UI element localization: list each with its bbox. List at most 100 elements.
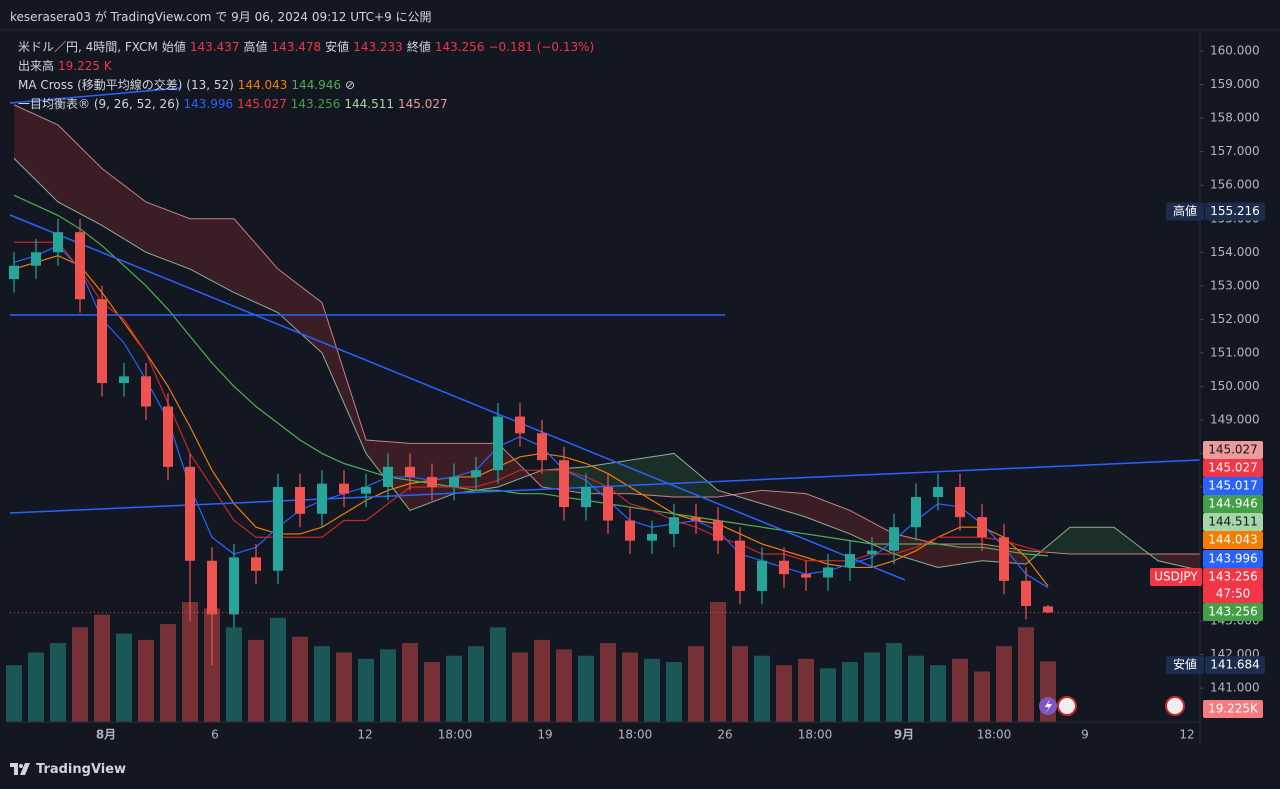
legend-row: 米ドル／円, 4時間, FXCM 始値 143.437 高値 143.478 安値 143.… [18,38,598,57]
label: 安値 [325,40,350,54]
candle-body [31,252,41,266]
volume-bar [930,665,946,722]
candle-body [603,486,613,521]
overlay [9,218,1200,666]
indicator-line [13,194,1049,557]
volume-bar [160,624,176,722]
value: 145.027 [237,97,287,111]
x-tick-label: 18:00 [977,728,1012,742]
flag-icon[interactable] [1057,696,1077,716]
price-badge: 143.256 [1208,570,1258,584]
value: 143.437 [189,40,240,54]
value: 145.027 [398,97,448,111]
value: 143.478 [271,40,322,54]
label: MA Cross (移動平均線の交差) (13, 52) [18,78,234,92]
price-badge: 145.017 [1208,479,1258,493]
candle-body [625,520,635,541]
volume-bar [908,655,924,722]
volume-bar [996,646,1012,722]
volume-bar [710,602,726,722]
logo [10,762,30,775]
candle-body [361,486,371,494]
label: 一目均衡表® (9, 26, 52, 26) [18,97,180,111]
candle-body [823,567,833,578]
value: 144.043 [237,78,288,92]
x-tick-label: 6 [211,728,219,742]
volume-badge: 19.225K [1208,702,1259,716]
y-tick-label: 157.000 [1210,144,1260,158]
countdown-badge: 47:50 [1216,587,1251,601]
trend-line [9,459,1201,514]
price-badge-bg [1203,513,1263,531]
volume-bar [842,662,858,722]
price-badge: 144.511 [1208,515,1258,529]
candle-body [801,574,811,578]
volume-bar [314,646,330,722]
volume-bar [754,655,770,722]
volume-bar [292,636,308,722]
candle-body [119,376,129,384]
x-tick-label: 9 [1081,728,1089,742]
flag-icon[interactable] [1165,696,1185,716]
price-badge: 143.996 [1208,552,1258,566]
candle-body [75,232,85,300]
volume-bar [534,639,550,722]
high-value: 155.216 [1210,204,1260,218]
low-value-bg [1205,656,1265,675]
candle-body [1043,606,1053,613]
volume-bar [600,643,616,722]
volume-bar [952,658,968,722]
volume-bar [512,652,528,722]
y-tick-label: 154.000 [1210,245,1260,259]
price-badge-bg [1203,531,1263,549]
price-badge-bg [1203,603,1263,621]
label: 出来高 [18,59,55,73]
volume-bar [1018,627,1034,722]
candle-body [141,376,151,407]
volume-bar [6,665,22,722]
cloud-segment [806,493,850,534]
x-tick-label: 18:00 [618,728,653,742]
value: 143.233 [353,40,403,54]
price-badge: 145.027 [1208,461,1258,475]
y-tick-label: 150.000 [1210,379,1260,393]
candle-body [933,486,943,498]
candle-body [471,470,481,477]
lightning-icon [1045,699,1052,713]
volume-bar [622,652,638,722]
icon[interactable]: ⊘ [345,78,356,92]
candle-body [647,533,657,541]
candle-body [581,486,591,508]
symbol: 米ドル／円, 4時間, FXCM [18,40,158,54]
y-tick-label: 152.000 [1210,312,1260,326]
volume-bar [886,643,902,722]
x-tick-label: 18:00 [798,728,833,742]
candle-body [449,476,459,487]
candle-body [955,486,965,518]
plot [6,104,1203,722]
x-tick-label: 8月 [96,728,116,742]
volume-bar [864,652,880,722]
volume-bar [424,662,440,722]
y-tick-label: 151.000 [1210,345,1260,359]
volume-bar [226,627,242,722]
volume-bar [578,655,594,722]
value: 143.256 [290,97,341,111]
price-badge-bg [1203,495,1263,513]
low-label-bg [1166,656,1204,675]
volume-bar [666,662,682,722]
low-value: 141.684 [1210,658,1260,672]
brand: TradingView [36,762,127,777]
candle-body [669,517,679,534]
cloud-segment [938,543,982,568]
candle-body [537,433,547,461]
price-badge-bg [1203,550,1263,568]
cloud-segment [762,490,806,518]
price-badge-bg [1203,459,1263,477]
candle-body [185,466,195,561]
candle-body [251,557,261,571]
candle-body [53,232,63,253]
volume-bar [380,649,396,722]
candle-body [9,265,19,280]
